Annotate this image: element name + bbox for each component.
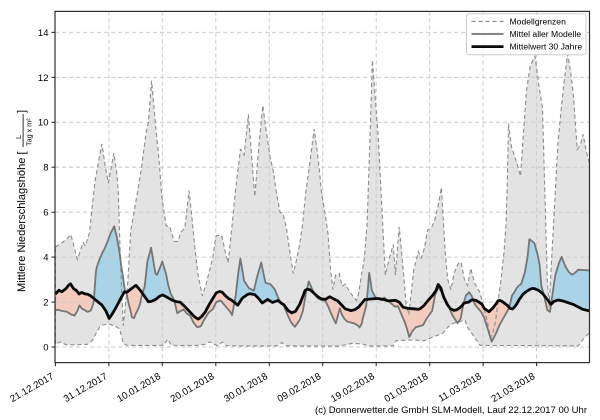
- svg-text:14: 14: [38, 28, 49, 39]
- svg-text:10: 10: [38, 118, 49, 129]
- svg-text:0: 0: [43, 342, 48, 353]
- svg-text:6: 6: [43, 208, 48, 219]
- svg-text:Modellgrenzen: Modellgrenzen: [510, 17, 567, 27]
- svg-text:Mittel aller Modelle: Mittel aller Modelle: [510, 29, 582, 39]
- svg-text:]: ]: [16, 110, 28, 113]
- svg-text:12: 12: [38, 73, 49, 84]
- svg-text:Tag x m²: Tag x m²: [24, 118, 33, 146]
- svg-text:Mittelwert 30 Jahre: Mittelwert 30 Jahre: [510, 42, 583, 52]
- svg-text:Mittlere Niederschlagshöhe [: Mittlere Niederschlagshöhe [: [16, 151, 28, 292]
- svg-text:2: 2: [43, 298, 48, 309]
- svg-text:8: 8: [43, 163, 48, 174]
- svg-text:(c) Donnerwetter.de GmbH SLM-M: (c) Donnerwetter.de GmbH SLM-Modell, Lau…: [315, 405, 587, 416]
- svg-text:4: 4: [43, 253, 48, 264]
- svg-text:L: L: [14, 135, 23, 139]
